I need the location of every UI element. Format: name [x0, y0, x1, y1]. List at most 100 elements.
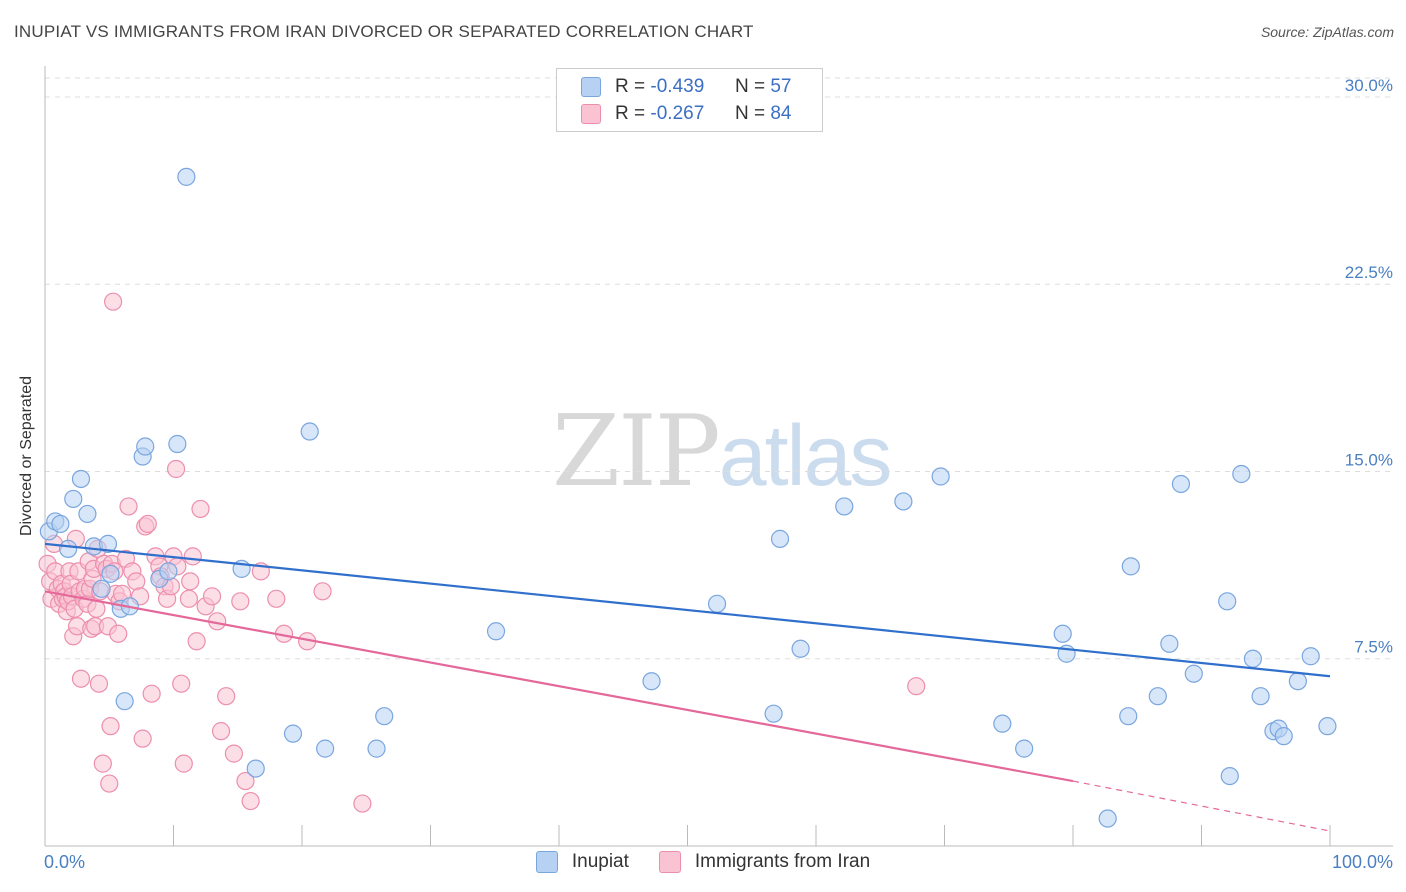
iran-point [100, 774, 119, 793]
iran-point [166, 459, 186, 479]
inupiat-point [894, 492, 913, 511]
iran-point [217, 687, 236, 706]
inupiat-point [300, 422, 319, 441]
inupiat-point [168, 434, 187, 454]
y-tick-label: 22.5% [1345, 263, 1393, 282]
inupiat-swatch [535, 851, 558, 873]
iran-point [104, 292, 123, 311]
iran-point [241, 791, 260, 811]
iran-point [187, 632, 206, 651]
iran-point [267, 589, 286, 608]
iran-point [71, 669, 91, 688]
legend-r-value: -0.439 [650, 76, 705, 97]
inupiat-point [1251, 687, 1270, 706]
iran-swatch [581, 104, 601, 124]
legend-r-value: -0.267 [650, 103, 705, 124]
iran-point [183, 547, 202, 566]
legend-row-iran: R = -0.267 N = 84 [581, 102, 791, 126]
iran-point [127, 572, 146, 591]
iran-point [172, 674, 191, 693]
watermark-atlas: atlas [718, 408, 893, 504]
iran-swatch [658, 851, 681, 873]
iran-point [93, 754, 112, 773]
legend-n-label: N = [734, 103, 766, 124]
iran-point [907, 677, 926, 696]
inupiat-point [98, 534, 118, 553]
inupiat-point [115, 692, 134, 711]
inupiat-point [246, 759, 265, 778]
inupiat-point [367, 739, 386, 758]
iran-point [174, 754, 193, 773]
iran-point [353, 794, 372, 813]
inupiat-swatch [581, 77, 601, 97]
inupiat-point [92, 579, 111, 598]
iran-point [142, 684, 161, 703]
iran-point [231, 592, 250, 611]
inupiat-point [835, 497, 854, 516]
legend-item-iran[interactable]: Immigrants from Iran [658, 851, 871, 873]
legend-n-label: N = [734, 76, 766, 97]
iran-point [119, 497, 138, 516]
y-tick-label: 15.0% [1345, 450, 1393, 469]
x-tick-label-max: 100.0% [1331, 852, 1393, 872]
legend-n-value: 57 [770, 76, 792, 97]
y-axis-label: Divorced or Separated [18, 375, 35, 537]
inupiat-point [64, 489, 83, 509]
chart-title: INUPIAT VS IMMIGRANTS FROM IRAN DIVORCED… [14, 22, 754, 41]
iran-point [89, 674, 109, 693]
inupiat-point [136, 437, 155, 456]
inupiat-point [1288, 672, 1307, 691]
inupiat-point [1098, 809, 1117, 828]
iran-point [179, 589, 199, 608]
iran-point [138, 514, 157, 534]
inupiat-point [1148, 687, 1167, 706]
inupiat-point [764, 704, 783, 723]
legend-r-label: R = [615, 76, 646, 97]
inupiat-point [993, 714, 1012, 733]
inupiat-point [283, 724, 303, 743]
inupiat-point [1318, 717, 1337, 736]
iran-point [181, 572, 200, 591]
inupiat-point [101, 564, 120, 583]
inupiat-point [159, 562, 178, 581]
inupiat-point [1243, 649, 1263, 668]
inupiat-point [1274, 727, 1293, 746]
inupiat-point [791, 639, 810, 658]
inupiat-point [1160, 634, 1179, 653]
iran-point [211, 722, 231, 741]
inupiat-point [1184, 664, 1203, 683]
iran-point [133, 729, 152, 748]
inupiat-point [1301, 647, 1320, 666]
iran-point [224, 744, 243, 763]
legend-r-label: R = [615, 103, 646, 124]
x-tick-label-min: 0.0% [44, 852, 86, 872]
y-tick-label: 7.5% [1354, 638, 1393, 657]
inupiat-point [486, 622, 506, 641]
inupiat-point [1119, 707, 1138, 726]
legend-item-inupiat[interactable]: Inupiat [535, 851, 629, 873]
inupiat-point [1171, 474, 1191, 494]
inupiat-point [59, 539, 78, 558]
inupiat-point [177, 167, 196, 186]
inupiat-point [316, 739, 335, 758]
iran-point [191, 499, 210, 519]
stats-legend: R = -0.439 N = 57 R = -0.267 N = 84 [556, 68, 823, 132]
y-tick-label: 30.0% [1345, 76, 1393, 95]
iran-point [236, 771, 255, 791]
legend-label-iran: Immigrants from Iran [694, 851, 871, 872]
inupiat-trendline [44, 542, 1331, 678]
watermark-zip: ZIP [552, 395, 721, 509]
source-label: Source: ZipAtlas.com [1260, 24, 1394, 40]
watermark: ZIPatlas [552, 395, 893, 509]
inupiat-point [1053, 624, 1072, 643]
inupiat-point [375, 707, 394, 726]
inupiat-point [78, 504, 97, 524]
legend-row-inupiat: R = -0.439 N = 57 [581, 75, 791, 99]
legend-n-value: 84 [770, 103, 792, 124]
inupiat-point [1220, 766, 1239, 786]
inupiat-point [1232, 464, 1251, 484]
iran-point [109, 624, 128, 643]
inupiat-point [770, 529, 790, 548]
inupiat-point [51, 514, 70, 534]
